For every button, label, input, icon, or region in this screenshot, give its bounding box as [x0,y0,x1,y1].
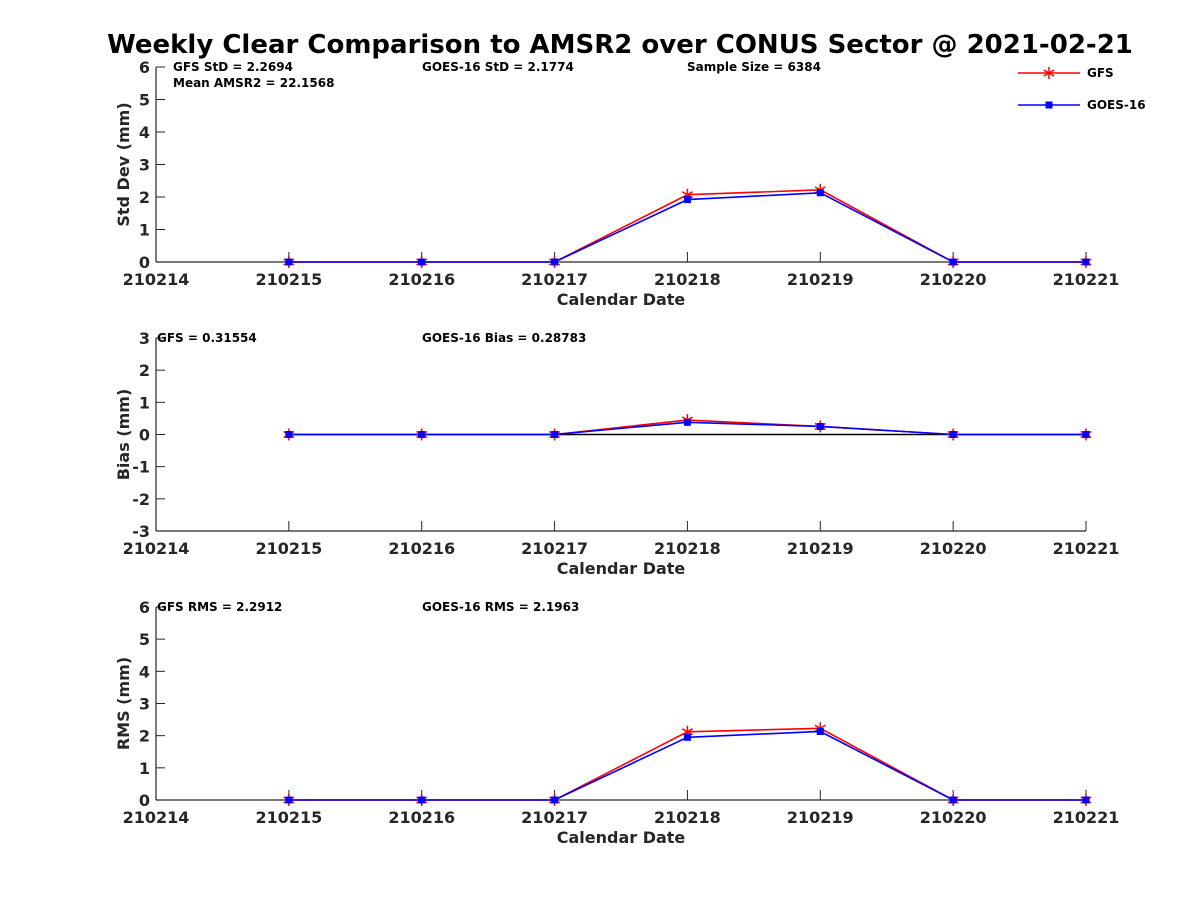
y-tick-label: 5 [139,630,150,649]
data-point-square [285,796,293,804]
x-tick-label: 210216 [388,539,455,558]
y-tick-label: 2 [139,727,150,746]
stat-annotation: GOES-16 StD = 2.1774 [422,60,574,74]
data-point-square [949,431,957,438]
data-point-square [418,796,426,804]
legend-label: GOES-16 [1087,98,1146,112]
x-tick-label: 210216 [388,808,455,827]
data-point-square [816,189,824,197]
x-axis-label: Calendar Date [557,290,686,309]
y-tick-label: 2 [139,361,150,380]
stat-annotation: GFS RMS = 2.2912 [157,600,282,614]
x-tick-label: 210214 [123,539,190,558]
y-tick-label: 3 [139,156,150,175]
x-tick-label: 210216 [388,270,455,289]
x-tick-label: 210218 [654,539,721,558]
y-tick-label: -2 [132,490,150,509]
y-tick-label: 1 [139,759,150,778]
series-line-goes-16 [288,191,1086,263]
x-tick-label: 210217 [521,539,588,558]
y-tick-label: 0 [139,426,150,445]
legend: GFS GOES-16 [1018,66,1146,112]
chart-panel-1: 210214 210215 210216 210217 210218 210219 2102… [114,58,1119,309]
data-point-square [1082,431,1090,438]
data-point-square [683,196,691,204]
y-tick-label: -3 [132,522,150,541]
x-tick-label: 210219 [787,539,854,558]
stat-annotation: GOES-16 Bias = 0.28783 [422,331,586,345]
stat-annotation: GOES-16 RMS = 2.1963 [422,600,579,614]
data-point-square [551,258,559,266]
x-tick-label: 210220 [920,539,987,558]
x-tick-label: 210218 [654,808,721,827]
y-tick-label: 0 [139,253,150,272]
data-point-square [683,733,691,741]
data-point-square [816,727,824,735]
data-point-square [1082,258,1090,266]
x-tick-label: 210219 [787,808,854,827]
x-tick-label: 210214 [123,270,190,289]
x-axis-label: Calendar Date [557,828,686,847]
x-tick-label: 210220 [920,270,987,289]
x-tick-label: 210215 [255,539,322,558]
stat-annotation: GFS = 0.31554 [157,331,257,345]
x-tick-label: 210215 [255,808,322,827]
legend-label: GFS [1087,66,1114,80]
data-point-square [1082,796,1090,804]
data-point-square [683,418,691,426]
y-axis-label: RMS (mm) [114,657,133,750]
y-tick-label: 3 [139,329,150,348]
y-tick-label: 6 [139,598,150,617]
x-tick-label: 210221 [1053,808,1120,827]
legend-marker-asterisk [1043,67,1055,79]
x-tick-label: 210215 [255,270,322,289]
y-tick-label: 1 [139,221,150,240]
data-point-square [285,258,293,266]
data-point-square [418,431,426,438]
x-tick-label: 210217 [521,808,588,827]
x-axis-label: Calendar Date [557,559,686,578]
data-point-square [949,796,957,804]
y-tick-label: 6 [139,58,150,77]
stat-annotation: Mean AMSR2 = 22.1568 [173,76,334,90]
x-tick-label: 210214 [123,808,190,827]
series-line-goes-16 [288,730,1086,801]
y-tick-label: 1 [139,393,150,412]
data-point-square [551,796,559,804]
x-tick-label: 210221 [1053,270,1120,289]
y-tick-label: 0 [139,791,150,810]
legend-marker-square [1045,101,1053,109]
asterisk-stroke [1043,69,1055,77]
y-axis-label: Std Dev (mm) [114,102,133,226]
y-tick-label: -1 [132,458,150,477]
data-point-square [285,431,293,438]
chart-panel-3: 210214 210215 210216 210217 210218 210219 2102… [114,598,1119,847]
y-tick-label: 2 [139,188,150,207]
y-axis-label: Bias (mm) [114,389,133,481]
data-point-square [418,258,426,266]
data-point-square [949,258,957,266]
y-tick-label: 5 [139,91,150,110]
x-tick-label: 210221 [1053,539,1120,558]
chart-panel-2: 210214 210215 210216 210217 210218 210219 2102… [114,329,1119,578]
x-tick-label: 210217 [521,270,588,289]
data-point-square [816,422,824,430]
y-tick-label: 3 [139,695,150,714]
x-tick-label: 210220 [920,808,987,827]
stat-annotation: GFS StD = 2.2694 [173,60,293,74]
data-point-square [551,431,559,438]
y-tick-label: 4 [139,123,150,142]
stat-annotation: Sample Size = 6384 [687,60,821,74]
y-tick-label: 4 [139,662,150,681]
chart-title: Weekly Clear Comparison to AMSR2 over CO… [107,30,1133,60]
x-tick-label: 210218 [654,270,721,289]
x-tick-label: 210219 [787,270,854,289]
